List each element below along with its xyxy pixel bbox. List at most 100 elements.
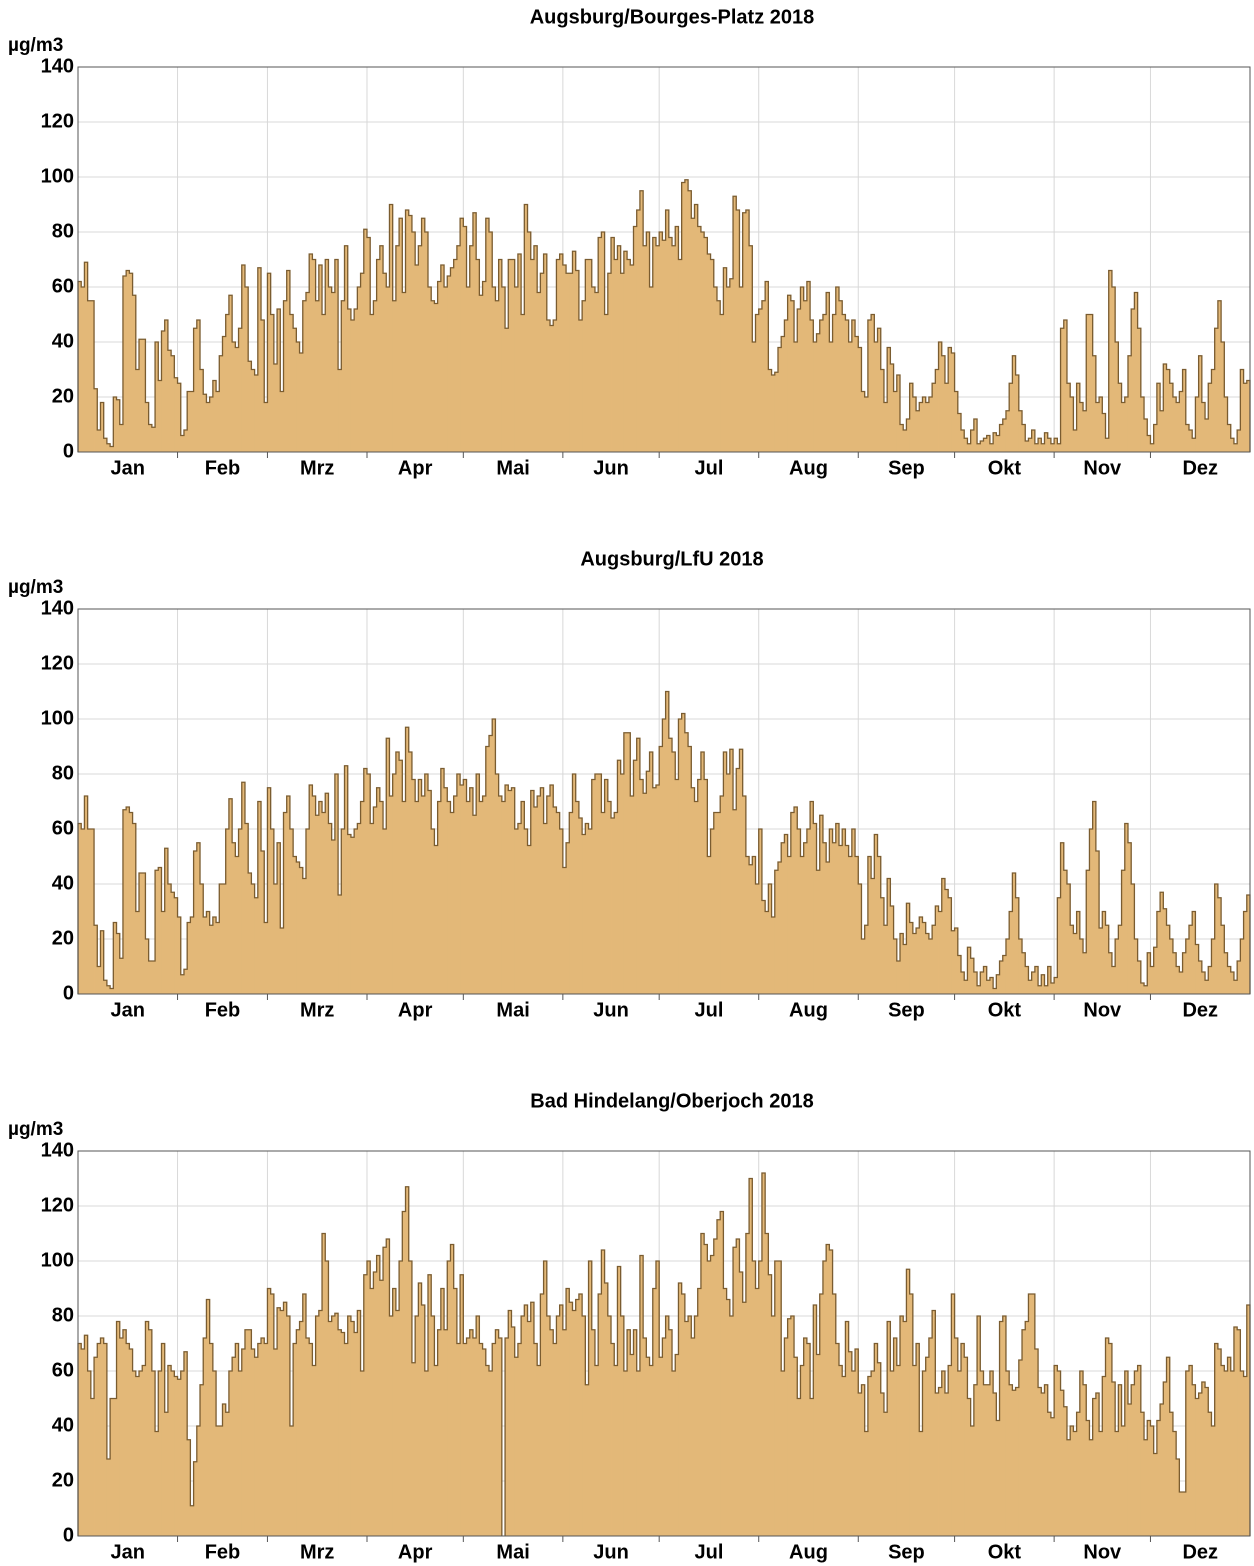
day-bar [1076, 911, 1081, 994]
day-bar [623, 251, 628, 452]
day-bar [765, 911, 769, 994]
day-bar [1083, 1384, 1087, 1536]
day-bar [922, 1371, 927, 1536]
day-bar [848, 856, 853, 994]
day-bar [527, 845, 532, 994]
day-bar [203, 1338, 207, 1536]
day-bar [1015, 375, 1020, 452]
day-bar [938, 1387, 943, 1536]
day-bar [257, 1343, 262, 1536]
day-bar [900, 933, 904, 994]
day-bar [1124, 823, 1129, 994]
day-bar [524, 829, 528, 994]
day-bar [386, 738, 390, 994]
day-bar [562, 265, 567, 452]
day-bar [883, 925, 888, 994]
day-bar [261, 1338, 265, 1536]
day-bar [472, 212, 477, 452]
day-bar [749, 245, 753, 452]
day-bar [1012, 355, 1016, 452]
day-bar [681, 1294, 686, 1536]
day-bar [1205, 1387, 1209, 1536]
day-bar [193, 328, 198, 452]
day-bar [347, 1316, 352, 1536]
day-bar [777, 1261, 782, 1536]
day-bar [948, 347, 952, 452]
day-bar [418, 1283, 422, 1536]
day-bar [794, 807, 798, 994]
day-bar [871, 878, 875, 994]
day-bar [370, 1288, 374, 1536]
day-bar [1208, 383, 1212, 452]
day-bar [171, 355, 175, 452]
day-bar [206, 911, 211, 994]
day-bar [100, 402, 105, 452]
day-bar [1150, 966, 1155, 994]
day-bar [733, 1247, 737, 1536]
day-bar [251, 369, 256, 452]
day-bar [1111, 1382, 1116, 1536]
day-bar [142, 1365, 146, 1536]
day-bar [877, 1362, 882, 1536]
day-bar [1028, 438, 1033, 452]
day-bar [736, 768, 740, 994]
day-bar [813, 1305, 817, 1536]
day-bar [636, 1371, 641, 1536]
y-tick-label: 40 [52, 330, 74, 352]
day-bar [540, 787, 544, 994]
day-bar [707, 1261, 711, 1536]
day-bar [559, 254, 564, 452]
day-bar [273, 884, 278, 994]
day-bar [938, 911, 943, 994]
day-bar [257, 267, 262, 452]
day-bar [774, 1261, 779, 1536]
day-bar [1243, 1376, 1248, 1536]
day-bar [517, 823, 522, 994]
day-bar [967, 443, 972, 452]
day-bar [832, 842, 837, 994]
day-bar [341, 829, 345, 994]
day-bar [537, 796, 541, 994]
day-bar [1038, 438, 1042, 452]
day-bar [350, 1321, 355, 1536]
day-bar [720, 1211, 724, 1536]
day-bar [167, 1365, 172, 1536]
day-bar [1086, 1420, 1090, 1536]
day-bar [591, 779, 596, 994]
day-bar [344, 1343, 349, 1536]
day-bar [1227, 966, 1232, 994]
day-bar [434, 845, 439, 994]
day-bar [977, 985, 981, 994]
day-bar [598, 774, 602, 994]
day-bar [1163, 364, 1167, 452]
day-bar [614, 812, 618, 994]
day-bar [1050, 443, 1055, 452]
day-bar [652, 787, 657, 994]
y-tick-label: 60 [52, 275, 74, 297]
day-bar [235, 347, 239, 452]
day-bar [476, 774, 480, 994]
day-bar [842, 1376, 846, 1536]
day-bar [1166, 925, 1171, 994]
day-bar [1015, 897, 1020, 994]
day-bar [103, 1343, 108, 1536]
day-bar [777, 862, 782, 994]
day-bar [993, 988, 997, 994]
day-bar [1102, 911, 1106, 994]
day-bar [1153, 424, 1158, 452]
day-bar [293, 328, 297, 452]
day-bar [405, 210, 410, 452]
day-bar [1057, 443, 1061, 452]
day-bar [800, 856, 805, 994]
day-bar [110, 446, 114, 452]
day-bar [838, 1365, 843, 1536]
day-bar [447, 1261, 451, 1536]
day-bar [261, 851, 265, 994]
x-tick-label: Jul [695, 457, 724, 479]
day-bar [659, 746, 663, 994]
day-bar [749, 1178, 753, 1536]
day-bar [691, 1338, 695, 1536]
day-bar [283, 300, 288, 452]
day-bar [745, 210, 750, 452]
y-tick-label: 0 [63, 440, 74, 462]
